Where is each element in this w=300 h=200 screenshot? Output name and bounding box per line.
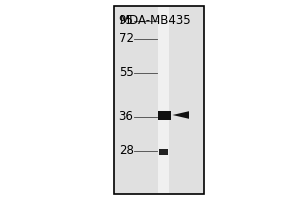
Text: 55: 55: [119, 66, 134, 79]
FancyBboxPatch shape: [114, 6, 204, 194]
FancyBboxPatch shape: [158, 7, 169, 193]
Text: 28: 28: [118, 144, 134, 158]
Text: 36: 36: [118, 110, 134, 123]
Text: MDA-MB435: MDA-MB435: [120, 14, 192, 27]
Polygon shape: [172, 111, 189, 119]
FancyBboxPatch shape: [158, 110, 171, 119]
Text: 95: 95: [118, 15, 134, 27]
FancyBboxPatch shape: [159, 149, 168, 155]
Text: 72: 72: [118, 32, 134, 46]
